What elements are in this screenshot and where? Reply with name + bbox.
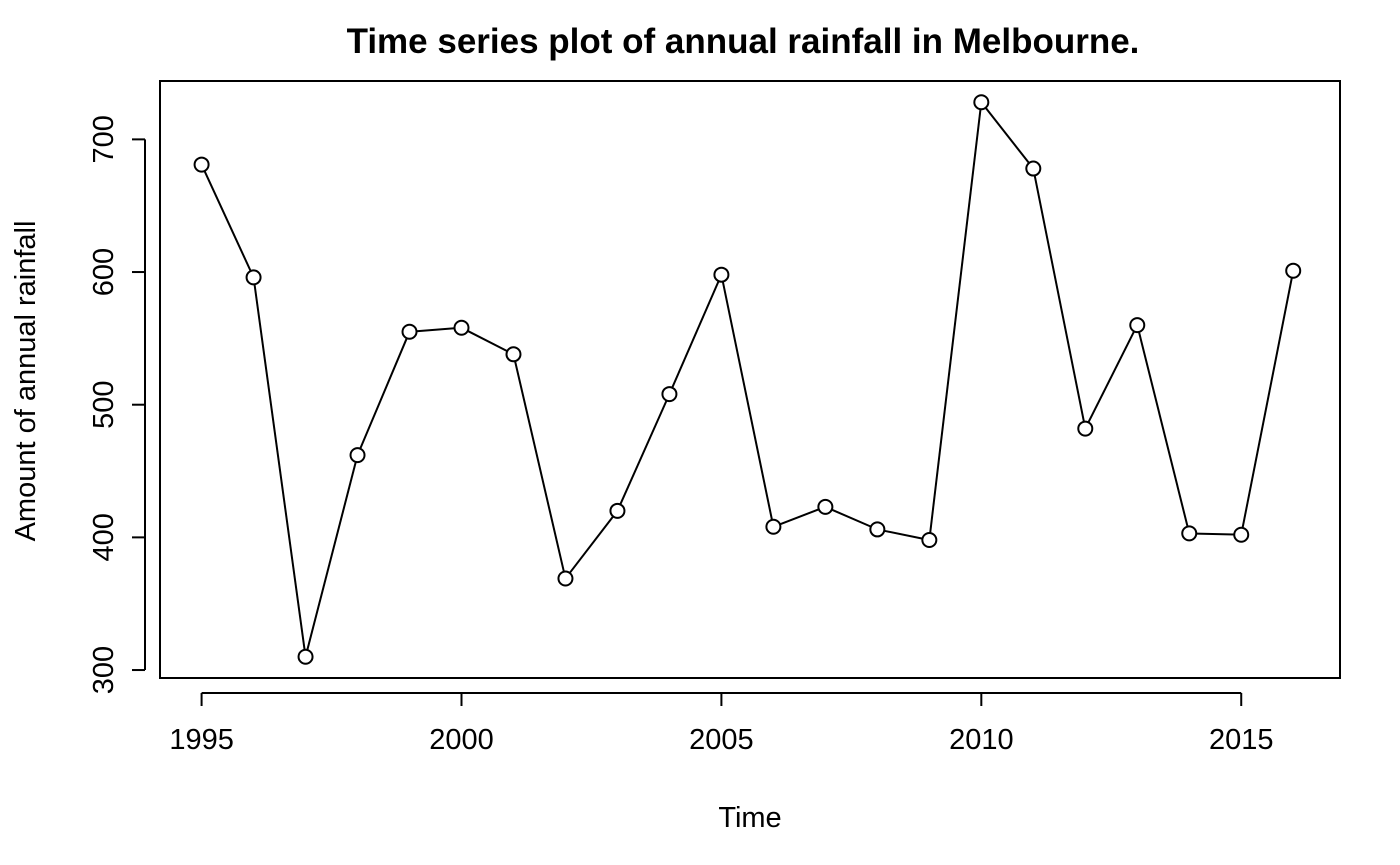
x-tick-label: 2000 [429, 724, 494, 756]
series-line-segment [884, 529, 923, 540]
chart-title: Time series plot of annual rainfall in M… [347, 22, 1140, 61]
series-line-segment [1241, 277, 1293, 529]
y-axis: 300 400 500 600 700 [88, 115, 146, 694]
data-point [193, 156, 210, 173]
y-tick-label: 700 [88, 115, 120, 163]
data-point [1077, 420, 1094, 437]
data-point [245, 269, 262, 286]
series-line-segment [568, 515, 614, 574]
series-line-segment [929, 109, 982, 534]
y-tick-label: 300 [88, 646, 120, 694]
series-line-segment [1087, 330, 1136, 423]
data-point [765, 518, 782, 535]
y-tick-label: 400 [88, 513, 120, 561]
series-line-segment [514, 360, 565, 572]
x-tick-label: 2010 [949, 724, 1014, 756]
series-line-segment [1033, 175, 1085, 422]
data-point [1181, 525, 1198, 542]
x-tick-label: 2005 [689, 724, 754, 756]
series-line-segment [253, 284, 306, 650]
plot-frame [159, 80, 1341, 679]
data-point [1233, 526, 1250, 543]
series-line-segment [619, 400, 668, 505]
x-axis-label: Time [718, 802, 781, 834]
data-point [1025, 160, 1042, 177]
series-line-segment [467, 330, 508, 353]
x-tick-label: 1995 [169, 724, 234, 756]
x-axis: 1995 2000 2005 2010 2015 [169, 692, 1274, 756]
data-point [921, 532, 938, 549]
series-line-segment [671, 280, 720, 389]
data-point [869, 521, 886, 538]
data-point [557, 570, 574, 587]
series-line-segment [984, 107, 1030, 164]
y-tick-label: 600 [88, 248, 120, 296]
data-point [713, 266, 730, 283]
y-axis-label: Amount of annual rainfall [10, 221, 42, 542]
series-line-segment [359, 337, 408, 450]
data-point [401, 323, 418, 340]
data-point [505, 346, 522, 363]
x-tick-label: 2015 [1209, 724, 1274, 756]
data-point [609, 502, 626, 519]
series-line-segment [721, 281, 773, 521]
series-line-segment [416, 327, 455, 333]
series-line-segment [831, 508, 872, 528]
data-point [973, 94, 990, 111]
data-series [193, 94, 1302, 665]
data-point [661, 386, 678, 403]
series-line-segment [1137, 331, 1189, 527]
y-tick-label: 500 [88, 381, 120, 429]
data-point [453, 319, 470, 336]
data-point [297, 648, 314, 665]
data-point [1129, 317, 1146, 334]
series-line-segment [203, 170, 252, 272]
series-line-segment [779, 508, 820, 526]
series-line-segment [306, 461, 357, 651]
data-point [1285, 262, 1302, 279]
series-line-segment [1196, 532, 1235, 536]
data-point [817, 498, 834, 515]
data-point [349, 447, 366, 464]
